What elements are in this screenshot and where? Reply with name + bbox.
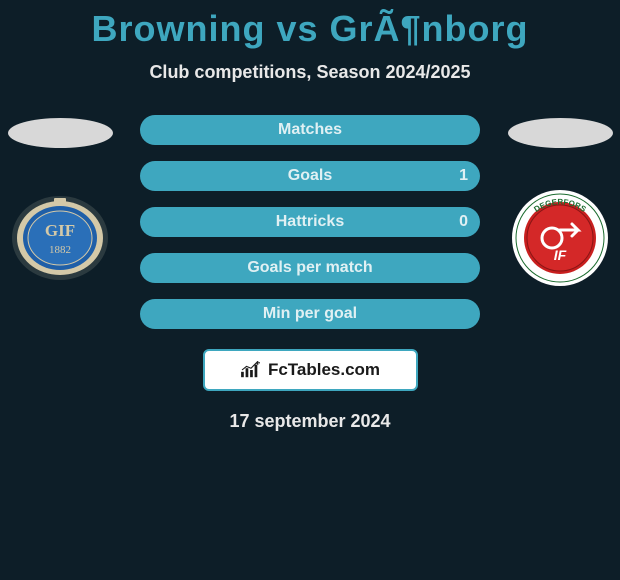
stat-label: Matches [278,121,342,139]
left-team-badge: GIF 1882 [10,188,110,288]
stat-row-min-per-goal: Min per goal [140,299,480,329]
container: Browning vs GrÃ¶nborg Club competitions,… [0,0,620,580]
right-team-badge: DEGERFORS IF [510,188,610,288]
stat-right-value: 0 [459,213,468,231]
stat-label: Min per goal [263,305,357,323]
right-side: DEGERFORS IF [500,113,620,288]
subtitle: Club competitions, Season 2024/2025 [0,62,620,83]
left-ellipse [8,118,113,148]
svg-text:IF: IF [554,247,567,263]
date-text: 17 september 2024 [0,411,620,432]
svg-text:GIF: GIF [45,221,75,240]
left-badge-svg: GIF 1882 [10,188,110,288]
page-title: Browning vs GrÃ¶nborg [0,0,620,50]
brand-text: FcTables.com [268,360,380,380]
stat-label: Goals per match [247,259,372,277]
stat-row-goals-per-match: Goals per match [140,253,480,283]
right-ellipse [508,118,613,148]
chart-icon [240,361,262,379]
brand-box[interactable]: FcTables.com [203,349,418,391]
left-side: GIF 1882 [0,113,120,288]
stats-column: Matches Goals 1 Hattricks 0 Goals per ma… [140,115,480,329]
stat-right-value: 1 [459,167,468,185]
stat-label: Goals [288,167,332,185]
content-row: GIF 1882 Matches Goals 1 Hattricks [0,113,620,329]
stat-row-goals: Goals 1 [140,161,480,191]
svg-text:1882: 1882 [49,244,71,256]
right-badge-svg: DEGERFORS IF [510,188,610,288]
stat-row-hattricks: Hattricks 0 [140,207,480,237]
stat-row-matches: Matches [140,115,480,145]
stat-label: Hattricks [276,213,344,231]
